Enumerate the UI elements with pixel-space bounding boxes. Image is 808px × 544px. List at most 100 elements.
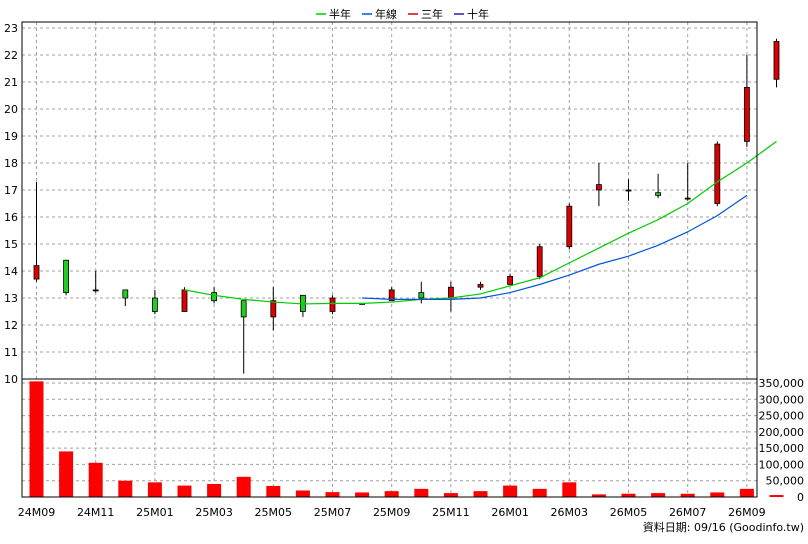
x-tick-label: 26M01 bbox=[491, 506, 529, 519]
volume-bar bbox=[59, 451, 74, 497]
candle-body-up bbox=[596, 184, 602, 191]
candle-body-down bbox=[418, 292, 425, 299]
volume-bar bbox=[710, 492, 725, 497]
axes: 10 11 12 13 14 15 16 17 18 19 20 21 22 23 0 50,000 100,0… bbox=[4, 22, 804, 519]
price-tick-label: 18 bbox=[4, 157, 18, 170]
grid bbox=[22, 22, 757, 497]
price-tick-label: 19 bbox=[4, 130, 18, 143]
candle-body-up bbox=[536, 246, 543, 277]
volume-bar bbox=[355, 492, 370, 497]
x-tick-label: 25M11 bbox=[432, 506, 470, 519]
x-tick-label: 25M05 bbox=[255, 506, 293, 519]
volume-bar bbox=[473, 491, 488, 497]
volume-bar bbox=[266, 485, 281, 497]
volume-bar bbox=[147, 482, 162, 497]
volume-bar bbox=[177, 485, 192, 497]
candle-body-up bbox=[388, 289, 395, 302]
candles bbox=[33, 38, 780, 374]
price-tick-label: 13 bbox=[4, 292, 18, 305]
volume-tick-label: 350,000 bbox=[759, 377, 805, 390]
volume-bar bbox=[236, 476, 251, 497]
x-tick-label: 26M07 bbox=[669, 506, 707, 519]
x-tick-label: 26M09 bbox=[728, 506, 766, 519]
candle-body-up bbox=[773, 41, 780, 80]
candle-body-down bbox=[122, 289, 129, 299]
ma-line bbox=[362, 194, 748, 300]
candle-body-up bbox=[744, 87, 750, 142]
price-tick-label: 20 bbox=[4, 103, 18, 116]
legend-label: 十年 bbox=[467, 7, 489, 21]
plot-frame bbox=[21, 21, 758, 498]
volume-tick-label: 50,000 bbox=[766, 475, 805, 488]
volume-bar bbox=[443, 493, 458, 497]
x-tick-label: 25M07 bbox=[314, 506, 352, 519]
candle-body-down bbox=[211, 292, 218, 302]
moving-average-lines bbox=[184, 140, 777, 305]
candle-body-down bbox=[63, 259, 69, 294]
candle-body-up bbox=[566, 205, 573, 248]
candle-body-down bbox=[151, 297, 158, 312]
price-tick-label: 17 bbox=[4, 184, 18, 197]
volume-bar bbox=[207, 483, 222, 497]
volume-bar bbox=[88, 462, 103, 497]
legend-label: 半年 bbox=[329, 7, 351, 21]
data-date-footer: 資料日期: 09/16 (Goodinfo.tw) bbox=[643, 520, 804, 534]
candle-body-up bbox=[92, 289, 99, 292]
x-tick-label: 25M03 bbox=[195, 506, 233, 519]
price-tick-label: 21 bbox=[4, 76, 18, 89]
price-tick-label: 11 bbox=[4, 346, 18, 359]
x-tick-label: 26M03 bbox=[551, 506, 589, 519]
price-tick-label: 23 bbox=[4, 22, 18, 35]
volume-bar bbox=[562, 482, 577, 497]
candle-body-up bbox=[329, 297, 336, 312]
volume-bar bbox=[532, 488, 547, 497]
price-tick-label: 12 bbox=[4, 319, 18, 332]
candle-body-down bbox=[240, 300, 247, 318]
price-tick-label: 16 bbox=[4, 211, 18, 224]
candle-body-up bbox=[714, 143, 721, 204]
legend-label: 年線 bbox=[375, 7, 397, 21]
volume-bar bbox=[414, 488, 429, 497]
x-tick-label: 24M11 bbox=[77, 506, 115, 519]
x-tick-label: 26M05 bbox=[610, 506, 648, 519]
volume-bar bbox=[29, 381, 44, 497]
candle-body-up bbox=[507, 275, 514, 285]
volume-bar bbox=[503, 485, 518, 497]
x-tick-label: 25M09 bbox=[373, 506, 411, 519]
volume-bar bbox=[739, 488, 754, 497]
volume-bar bbox=[621, 493, 636, 497]
legend: 半年 年線 三年 十年 bbox=[316, 7, 489, 21]
volume-bars bbox=[29, 381, 784, 497]
volume-tick-label: 250,000 bbox=[759, 410, 805, 423]
volume-tick-label: 200,000 bbox=[759, 426, 805, 439]
price-tick-label: 22 bbox=[4, 49, 18, 62]
candle-body-up bbox=[181, 289, 188, 312]
volume-bar bbox=[118, 480, 133, 497]
volume-bar bbox=[769, 495, 784, 497]
volume-bar bbox=[295, 490, 310, 497]
candle-body-up bbox=[684, 197, 691, 200]
price-tick-label: 14 bbox=[4, 265, 18, 278]
candle-body-up bbox=[477, 284, 484, 288]
volume-bar bbox=[384, 491, 399, 497]
candle-body-up bbox=[625, 189, 632, 192]
volume-tick-label: 100,000 bbox=[759, 458, 805, 471]
x-tick-label: 24M09 bbox=[18, 506, 56, 519]
volume-tick-label: 0 bbox=[797, 491, 804, 504]
volume-bar bbox=[651, 493, 666, 497]
x-tick-label: 25M01 bbox=[136, 506, 174, 519]
price-tick-label: 15 bbox=[4, 238, 18, 251]
candle-body-up bbox=[270, 300, 277, 318]
price-tick-label: 10 bbox=[4, 373, 18, 386]
candle-body-down bbox=[655, 192, 661, 196]
volume-bar bbox=[325, 492, 340, 497]
legend-label: 三年 bbox=[421, 7, 443, 21]
volume-bar bbox=[680, 493, 695, 497]
candle-body-up bbox=[447, 286, 454, 299]
ma-line bbox=[184, 140, 777, 305]
volume-tick-label: 300,000 bbox=[759, 393, 805, 406]
volume-bar bbox=[591, 494, 606, 497]
volume-tick-label: 150,000 bbox=[759, 442, 805, 455]
